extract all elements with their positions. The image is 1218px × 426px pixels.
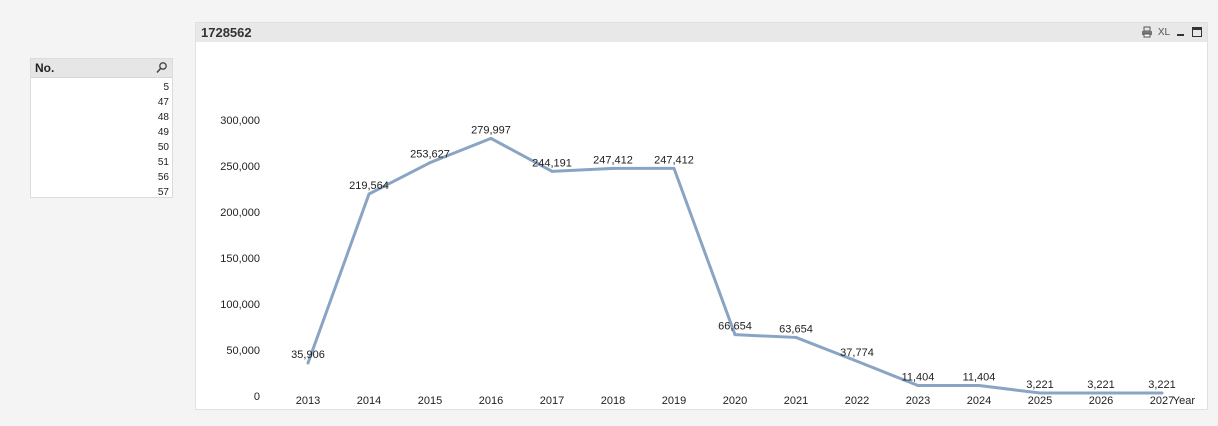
x-tick-label: 2020 bbox=[723, 395, 747, 407]
y-tick-label: 300,000 bbox=[220, 115, 260, 127]
chart-caption-bar: 1728562 XL bbox=[196, 23, 1207, 42]
data-point bbox=[306, 361, 310, 365]
listbox-no: No. 5 47 48 49 50 51 56 57 bbox=[30, 58, 173, 198]
y-tick-label: 0 bbox=[254, 391, 260, 403]
data-point bbox=[367, 192, 371, 196]
data-point bbox=[611, 166, 615, 170]
x-tick-label: 2022 bbox=[845, 395, 869, 407]
data-point bbox=[1038, 391, 1042, 395]
x-tick-label: 2023 bbox=[906, 395, 930, 407]
data-point bbox=[733, 333, 737, 337]
list-item[interactable]: 5 bbox=[163, 82, 169, 93]
data-point bbox=[855, 359, 859, 363]
x-tick-label: 2025 bbox=[1028, 395, 1052, 407]
list-item[interactable]: 48 bbox=[157, 112, 169, 123]
x-tick-label: 2013 bbox=[296, 395, 320, 407]
data-label: 11,404 bbox=[963, 372, 996, 384]
y-tick-label: 50,000 bbox=[226, 345, 260, 357]
data-point bbox=[1099, 391, 1103, 395]
list-item[interactable]: 47 bbox=[157, 97, 169, 108]
x-tick-label: 2027 bbox=[1150, 395, 1174, 407]
data-point bbox=[916, 384, 920, 388]
data-label: 37,774 bbox=[840, 347, 874, 359]
data-label: 244,191 bbox=[532, 157, 572, 169]
data-point bbox=[794, 335, 798, 339]
y-tick-label: 250,000 bbox=[220, 161, 260, 173]
data-point bbox=[550, 169, 554, 173]
data-label: 35,906 bbox=[291, 349, 325, 361]
data-label: 247,412 bbox=[593, 154, 633, 166]
list-item[interactable]: 49 bbox=[157, 127, 169, 138]
caption-icons: XL bbox=[1141, 26, 1203, 38]
listbox-title: No. bbox=[35, 61, 55, 75]
listbox-items: 5 47 48 49 50 51 56 57 bbox=[31, 78, 172, 200]
line-chart: 0 50,000 100,000 150,000 200,000 250,000 300,0… bbox=[220, 115, 1196, 407]
data-label: 247,412 bbox=[654, 154, 694, 166]
x-tick-label: 2021 bbox=[784, 395, 808, 407]
data-label: 66,654 bbox=[718, 321, 752, 333]
data-label: 3,221 bbox=[1087, 379, 1115, 391]
y-tick-label: 150,000 bbox=[220, 253, 260, 265]
maximize-icon[interactable] bbox=[1191, 26, 1203, 38]
data-label: 11,404 bbox=[902, 372, 935, 384]
list-item[interactable]: 51 bbox=[157, 157, 169, 168]
y-tick-label: 200,000 bbox=[220, 207, 260, 219]
data-point bbox=[428, 161, 432, 165]
y-tick-label: 100,000 bbox=[220, 299, 260, 311]
data-label: 253,627 bbox=[410, 149, 450, 161]
data-label: 3,221 bbox=[1026, 379, 1054, 391]
list-item[interactable]: 56 bbox=[157, 172, 169, 183]
data-label: 63,654 bbox=[779, 323, 813, 335]
data-label: 219,564 bbox=[349, 180, 389, 192]
data-point bbox=[1160, 391, 1164, 395]
print-icon[interactable] bbox=[1141, 26, 1153, 38]
minimize-icon[interactable] bbox=[1175, 26, 1187, 38]
x-axis-label: Year bbox=[1173, 395, 1196, 407]
list-item[interactable]: 50 bbox=[157, 142, 169, 153]
chart-title: 1728562 bbox=[201, 25, 252, 40]
excel-export-icon[interactable]: XL bbox=[1157, 26, 1171, 38]
x-tick-label: 2016 bbox=[479, 395, 503, 407]
data-point bbox=[672, 166, 676, 170]
x-tick-label: 2017 bbox=[540, 395, 564, 407]
data-point bbox=[489, 136, 493, 140]
x-tick-label: 2019 bbox=[662, 395, 686, 407]
x-tick-label: 2015 bbox=[418, 395, 442, 407]
x-tick-label: 2026 bbox=[1089, 395, 1113, 407]
data-point bbox=[977, 384, 981, 388]
list-item[interactable]: 57 bbox=[157, 187, 169, 198]
series-line bbox=[306, 136, 1162, 395]
listbox-header: No. bbox=[31, 59, 172, 78]
line-chart-object: 1728562 XL 0 50,00 bbox=[195, 22, 1208, 410]
search-icon[interactable] bbox=[155, 61, 169, 75]
x-tick-label: 2018 bbox=[601, 395, 625, 407]
data-label: 3,221 bbox=[1148, 379, 1176, 391]
x-tick-label: 2014 bbox=[357, 395, 381, 407]
x-tick-label: 2024 bbox=[967, 395, 991, 407]
data-label: 279,997 bbox=[471, 124, 511, 136]
